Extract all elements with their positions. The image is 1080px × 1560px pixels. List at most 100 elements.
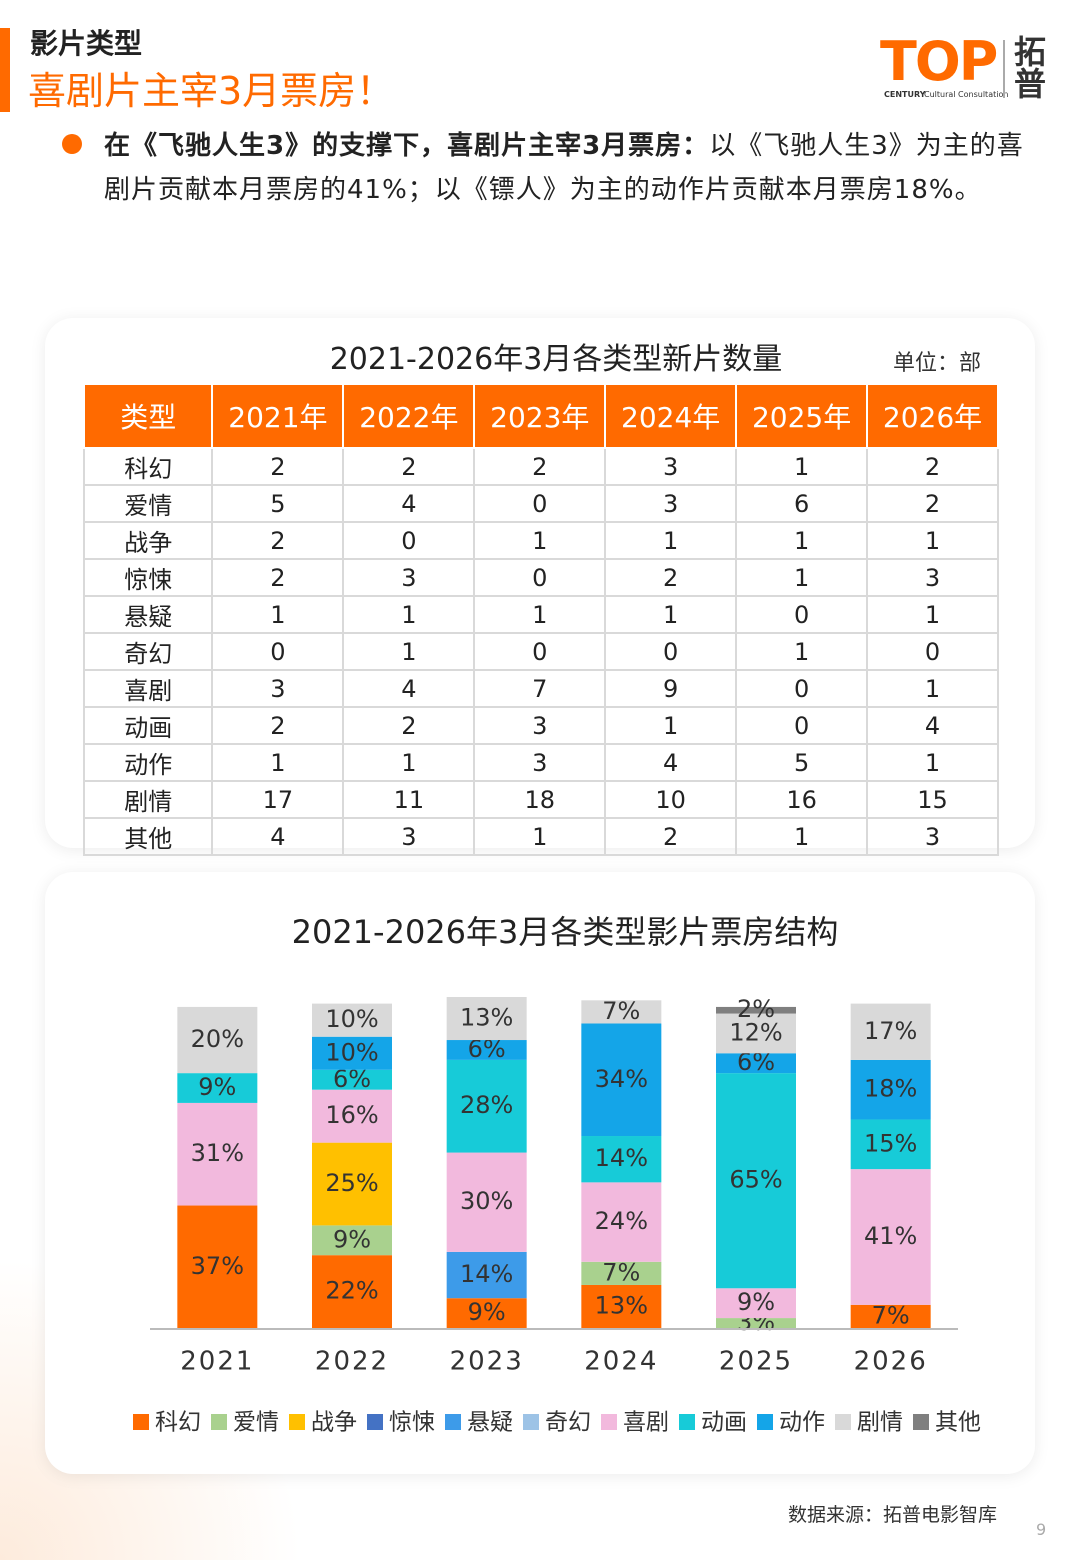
legend-label: 动画 (701, 1410, 747, 1436)
table-cell: 16 (735, 780, 869, 819)
x-tick-label: 2026 (854, 1347, 928, 1377)
bar-segment (177, 1006, 258, 1074)
table-cell: 3 (473, 706, 607, 745)
table-unit: 单位：部 (893, 351, 982, 376)
legend-swatch (757, 1414, 773, 1430)
table-cell: 4 (211, 817, 345, 856)
table-cell: 4 (342, 484, 476, 523)
bar-segment (716, 1073, 796, 1289)
header-cell: 类型 (82, 383, 214, 449)
table-cell: 动画 (82, 706, 214, 745)
table-cell: 0 (211, 632, 345, 671)
data-label: 18% (864, 1075, 917, 1103)
bar-segment (850, 1169, 931, 1305)
table-cell: 2 (604, 558, 738, 597)
data-label: 12% (729, 1018, 782, 1046)
table-row: 剧情 17 11 18 10 16 15 (82, 780, 999, 819)
legend-label: 动作 (779, 1410, 825, 1436)
legend-label: 悬疑 (467, 1410, 513, 1436)
logo-brand: 拓普 (1014, 33, 1047, 103)
table-cell: 4 (342, 669, 476, 708)
x-tick-label: 2025 (719, 1347, 793, 1377)
table-cell: 1 (342, 595, 476, 634)
table-cell: 1 (866, 743, 999, 782)
table-cell: 1 (604, 521, 738, 560)
table-cell: 4 (604, 743, 738, 782)
data-label: 34% (595, 1065, 648, 1093)
bar-segment (177, 1102, 258, 1206)
table-cell: 15 (866, 780, 999, 819)
table-cell: 1 (866, 669, 999, 708)
table-cell: 惊悚 (82, 558, 214, 597)
table-cell: 2 (342, 706, 476, 745)
data-label: 13% (595, 1291, 648, 1319)
table-cell: 喜剧 (82, 669, 214, 708)
data-label: 41% (864, 1222, 917, 1250)
bar-segment (581, 1000, 662, 1024)
table-cell: 1 (735, 817, 869, 856)
table-row: 动作 1 1 3 4 5 1 (82, 743, 999, 782)
table-cell: 1 (735, 558, 869, 597)
header-cell: 2023年 (473, 383, 607, 449)
table-cell: 3 (473, 743, 607, 782)
table-cell: 1 (473, 521, 607, 560)
table-cell: 0 (735, 595, 869, 634)
bar-segment (581, 1284, 662, 1328)
x-tick-label: 2023 (450, 1347, 524, 1377)
page-title: 喜剧片主宰3月票房！ (28, 69, 395, 113)
table-cell: 0 (604, 632, 738, 671)
table-cell: 0 (473, 632, 607, 671)
logo-divider (1003, 40, 1005, 98)
bar-segment (312, 1036, 392, 1070)
legend-swatch (601, 1414, 617, 1430)
table-row: 科幻 2 2 2 3 1 2 (82, 447, 999, 486)
table-cell: 剧情 (82, 780, 214, 819)
table-cell: 3 (604, 447, 738, 486)
table-cell: 2 (866, 447, 999, 486)
table-cell: 3 (604, 484, 738, 523)
bar-segment (850, 1059, 931, 1120)
table-cell: 0 (342, 521, 476, 560)
data-label: 30% (460, 1187, 513, 1215)
bar-segment (581, 1023, 662, 1137)
bar-segment (716, 1288, 796, 1319)
data-label: 10% (325, 1038, 378, 1066)
table-row: 悬疑 1 1 1 1 0 1 (82, 595, 999, 634)
table-cell: 2 (211, 521, 345, 560)
bar-segment (312, 1089, 392, 1143)
logo-line: CENTURY (884, 90, 926, 99)
table-cell: 0 (473, 558, 607, 597)
table-cell: 动作 (82, 743, 214, 782)
chart-title: 2021-2026年3月各类型影片票房结构 (292, 913, 839, 951)
table-cell: 3 (866, 817, 999, 856)
page-number: 9 (1036, 1520, 1047, 1539)
legend-swatch (211, 1414, 227, 1430)
intro-bold: 在《飞驰人生3》的支撑下，喜剧片主宰3月票房： (104, 131, 710, 161)
table-cell: 7 (473, 669, 607, 708)
data-label: 22% (325, 1277, 378, 1305)
table-cell: 2 (604, 817, 738, 856)
table-cell: 1 (342, 632, 476, 671)
data-label: 28% (460, 1091, 513, 1119)
data-label: 65% (729, 1166, 782, 1194)
legend-swatch (445, 1414, 461, 1430)
legend-swatch (523, 1414, 539, 1430)
data-label: 17% (864, 1017, 917, 1045)
legend-label: 剧情 (857, 1410, 903, 1436)
table-cell: 1 (211, 595, 345, 634)
table-cell: 科幻 (82, 447, 214, 486)
table-row: 喜剧 3 4 7 9 0 1 (82, 669, 999, 708)
table-cell: 1 (735, 632, 869, 671)
table-cell: 其他 (82, 817, 214, 856)
table-cell: 9 (604, 669, 738, 708)
bar-segment (312, 1225, 392, 1256)
table-cell: 2 (211, 706, 345, 745)
table-row: 动画 2 2 3 1 0 4 (82, 706, 999, 745)
legend-swatch (133, 1414, 149, 1430)
bar-segment (850, 1304, 931, 1328)
table-cell: 奇幻 (82, 632, 214, 671)
table-cell: 10 (604, 780, 738, 819)
bar-segment (446, 1152, 527, 1252)
table-cell: 1 (735, 521, 869, 560)
